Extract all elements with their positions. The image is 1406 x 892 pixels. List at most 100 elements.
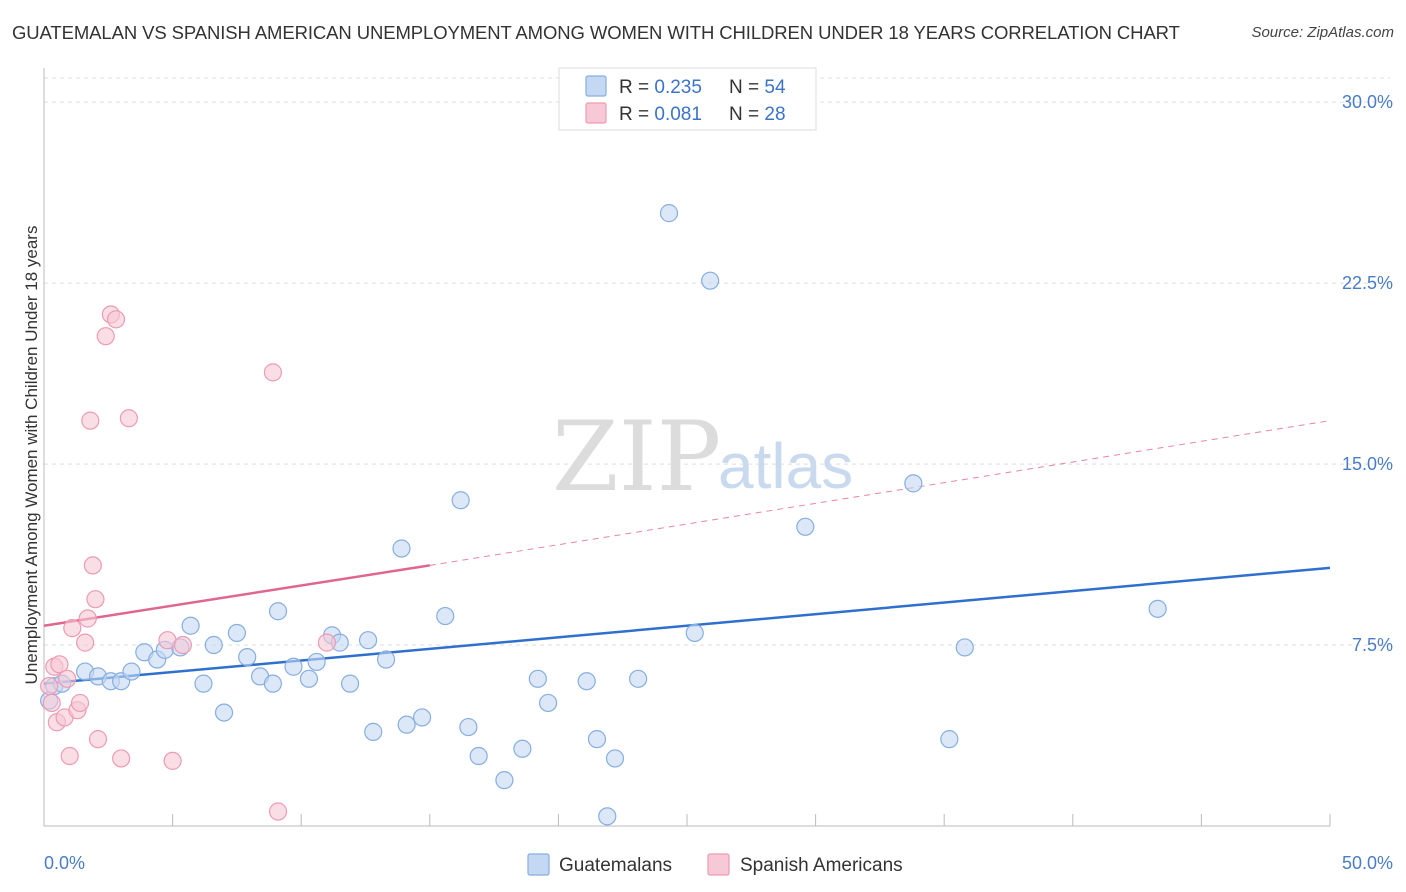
- point-guatemalans: [598, 807, 617, 826]
- point-guatemalans: [605, 749, 625, 768]
- trend-lines: [43, 420, 1331, 685]
- point-guatemalans: [940, 730, 959, 749]
- point-spanish-americans: [163, 751, 182, 770]
- x-tick-label: 50.0%: [1342, 853, 1393, 873]
- legend-n-value: 28: [764, 104, 785, 125]
- point-spanish-americans: [112, 749, 131, 768]
- bottom-legend: Guatemalans Spanish Americans: [527, 853, 903, 876]
- point-guatemalans: [577, 672, 596, 691]
- point-guatemalans: [392, 539, 411, 558]
- point-guatemalans: [528, 669, 547, 688]
- point-spanish-americans: [40, 676, 59, 696]
- point-spanish-americans: [173, 635, 192, 655]
- point-spanish-americans: [58, 669, 77, 688]
- point-spanish-americans: [60, 746, 79, 766]
- point-spanish-americans: [42, 693, 61, 713]
- legend-n-label: N =: [729, 104, 764, 125]
- point-guatemalans: [629, 669, 648, 688]
- y-axis-label: Unemployment Among Women with Children U…: [22, 226, 41, 685]
- legend-row-guatemalans: R = 0.235 N = 54: [585, 75, 786, 98]
- data-points: [40, 204, 1167, 826]
- point-guatemalans: [268, 602, 288, 621]
- point-guatemalans: [227, 623, 246, 643]
- point-guatemalans: [412, 708, 432, 727]
- tick-labels: 7.5% 15.0% 22.5% 30.0% 0.0% 50.0%: [44, 92, 1393, 873]
- watermark-atlas: atlas: [718, 430, 853, 502]
- point-guatemalans: [587, 730, 607, 749]
- point-spanish-americans: [317, 633, 337, 652]
- point-spanish-americans: [263, 363, 283, 382]
- legend-r-label: R =: [619, 104, 654, 125]
- point-guatemalans: [181, 616, 200, 635]
- point-guatemalans: [194, 674, 213, 693]
- legend-swatch-spanish-americans: [585, 102, 607, 124]
- point-guatemalans: [214, 703, 234, 722]
- point-spanish-americans: [86, 590, 105, 609]
- point-guatemalans: [513, 739, 532, 758]
- point-spanish-americans: [63, 619, 82, 638]
- point-guatemalans: [204, 635, 223, 655]
- point-guatemalans: [397, 715, 416, 734]
- point-spanish-americans: [268, 802, 288, 821]
- point-spanish-americans: [78, 609, 97, 628]
- point-spanish-americans: [81, 411, 100, 430]
- trend-line-extension-spanish-americans: [429, 420, 1331, 566]
- point-guatemalans: [659, 204, 679, 223]
- point-guatemalans: [685, 623, 704, 643]
- point-spanish-americans: [88, 730, 108, 749]
- point-guatemalans: [701, 271, 720, 290]
- point-guatemalans: [904, 474, 923, 493]
- gridlines: [44, 77, 1390, 646]
- point-spanish-americans: [76, 633, 95, 652]
- legend-row-spanish-americans: R = 0.081 N = 28: [585, 102, 786, 125]
- point-guatemalans: [364, 722, 383, 741]
- watermark-zip: ZIP: [552, 401, 721, 513]
- x-tick-label: 0.0%: [44, 853, 85, 873]
- legend: R = 0.235 N = 54 R = 0.081 N = 28: [558, 67, 817, 131]
- point-guatemalans: [122, 662, 141, 681]
- watermark: ZIP atlas: [552, 401, 853, 513]
- point-guatemalans: [436, 606, 455, 626]
- legend-r-value: 0.081: [654, 104, 702, 125]
- y-tick-label: 30.0%: [1342, 92, 1393, 112]
- point-guatemalans: [469, 746, 488, 766]
- svg-text:R = 0.235: R = 0.235: [619, 77, 702, 98]
- point-spanish-americans: [83, 556, 102, 575]
- trend-line-guatemalans: [43, 566, 1331, 685]
- legend-r-value: 0.235: [654, 77, 702, 98]
- bottom-legend-swatch-spanish-americans: [707, 853, 730, 876]
- point-guatemalans: [539, 693, 558, 713]
- point-guatemalans: [238, 647, 257, 667]
- point-spanish-americans: [50, 655, 69, 674]
- legend-n-label: N =: [729, 77, 764, 98]
- bottom-legend-label-spanish-americans: Spanish Americans: [740, 855, 903, 876]
- svg-text:N = 28: N = 28: [729, 104, 786, 125]
- point-guatemalans: [307, 652, 326, 672]
- svg-text:R = 0.081: R = 0.081: [619, 104, 702, 125]
- point-spanish-americans: [70, 693, 90, 713]
- point-spanish-americans: [158, 631, 177, 650]
- point-guatemalans: [284, 657, 303, 676]
- point-guatemalans: [1148, 599, 1167, 618]
- point-guatemalans: [796, 517, 815, 536]
- legend-r-label: R =: [619, 77, 654, 98]
- point-guatemalans: [451, 491, 470, 510]
- bottom-legend-label-guatemalans: Guatemalans: [559, 855, 672, 876]
- point-guatemalans: [340, 674, 360, 693]
- legend-n-value: 54: [764, 77, 786, 98]
- y-tick-label: 22.5%: [1342, 273, 1393, 293]
- bottom-legend-swatch-guatemalans: [527, 853, 550, 876]
- svg-text:N = 54: N = 54: [729, 77, 786, 98]
- point-guatemalans: [376, 650, 396, 669]
- point-guatemalans: [358, 631, 378, 650]
- chart-title: GUATEMALAN VS SPANISH AMERICAN UNEMPLOYM…: [12, 22, 1180, 43]
- chart-source: Source: ZipAtlas.com: [1251, 24, 1394, 41]
- legend-swatch-guatemalans: [585, 75, 607, 97]
- y-tick-label: 7.5%: [1352, 635, 1393, 655]
- trend-line-spanish-americans: [43, 564, 430, 627]
- point-spanish-americans: [106, 310, 126, 329]
- point-spanish-americans: [96, 327, 115, 346]
- y-tick-label: 15.0%: [1342, 454, 1393, 474]
- point-guatemalans: [495, 771, 514, 790]
- point-guatemalans: [955, 638, 974, 657]
